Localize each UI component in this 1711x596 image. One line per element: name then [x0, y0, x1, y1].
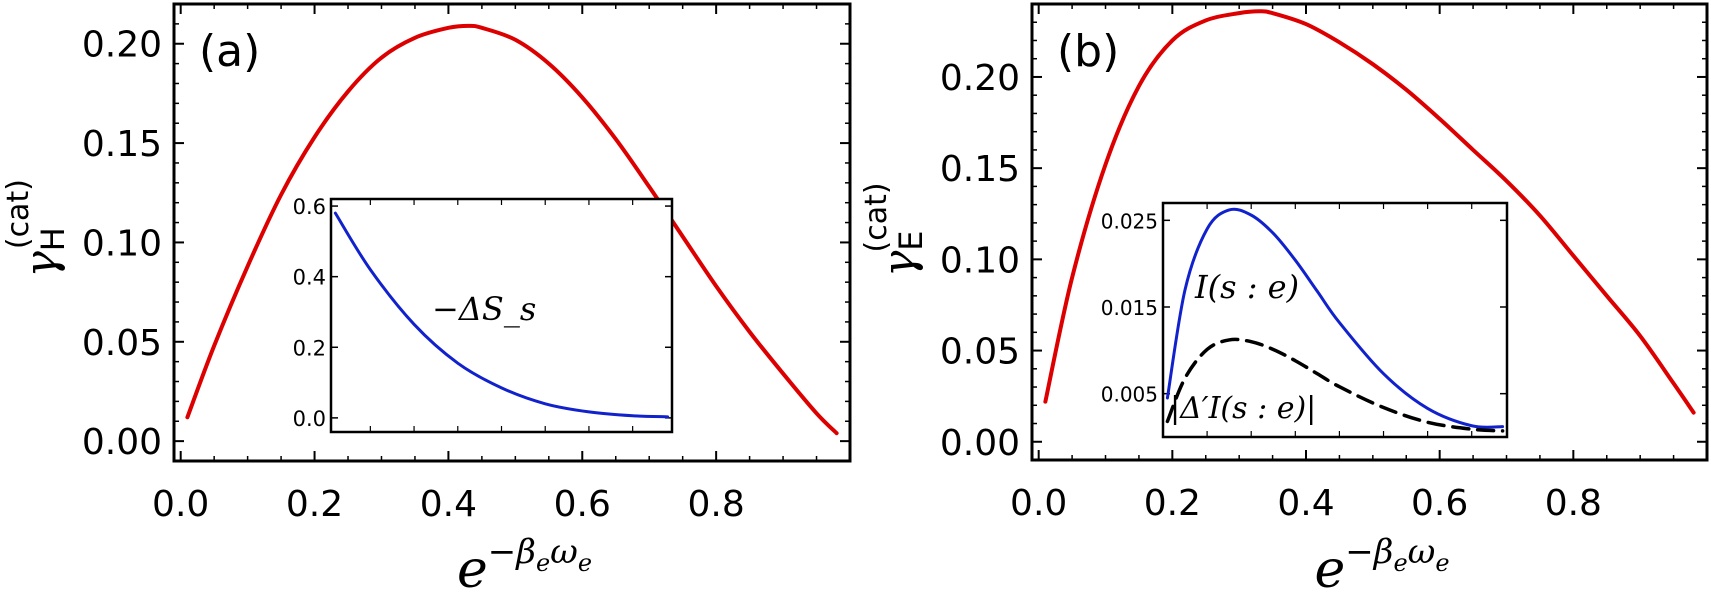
inset-annotation-delta-info: |Δ′I(s : e)| [1170, 391, 1316, 426]
plot-frame [1030, 2, 1709, 462]
x-tick-label: 0.0 [1010, 483, 1067, 524]
inset-series-line [1165, 207, 1505, 429]
x-tick-label: 0.0 [152, 484, 209, 525]
y-tick-label: 0.05 [82, 323, 162, 364]
y-axis-label: γE(cat) [859, 182, 930, 277]
inset-y-tick-label: 0.005 [1101, 383, 1158, 407]
panel-a: 0.0 0.2 0.4 0.6 0.8 0.00 0.05 0.10 0.15 0.20 (a) e−… [1, 2, 852, 596]
inset-frame [329, 197, 674, 434]
y-tick-label: 0.15 [82, 124, 162, 165]
x-tick-label: 0.4 [1277, 483, 1334, 524]
y-tick-label: 0.10 [940, 240, 1020, 281]
y-tick-label: 0.20 [940, 58, 1020, 99]
series-line [185, 23, 839, 436]
inset-annotation-mutual-info: I(s : e) [1194, 268, 1299, 306]
x-tick-label: 0.8 [688, 484, 745, 525]
panel-label: (b) [1057, 26, 1119, 77]
series-line [1043, 9, 1696, 415]
inset-frame [1161, 201, 1509, 439]
y-tick-label: 0.15 [940, 149, 1020, 190]
x-axis-label: e−βeωe [1315, 532, 1450, 596]
inset-y-tick-label: 0.015 [1101, 296, 1158, 320]
x-axis-label: e−βeωe [457, 532, 592, 596]
inset-y-tick-label: 0.0 [293, 407, 326, 431]
y-axis-label: γH(cat) [1, 179, 72, 277]
inset-series-line [1165, 337, 1505, 433]
inset-y-tick-label: 0.6 [293, 195, 326, 219]
x-tick-label: 0.6 [554, 484, 611, 525]
y-tick-label: 0.10 [82, 223, 162, 264]
x-tick-label: 0.4 [420, 484, 477, 525]
panel-label: (a) [199, 26, 260, 77]
panel-b: 0.0 0.2 0.4 0.6 0.8 0.00 0.05 0.10 0.15 0.20 (b) e−… [859, 2, 1709, 596]
plot-frame [172, 2, 852, 463]
inset-series-line [333, 211, 670, 419]
x-tick-label: 0.2 [286, 484, 343, 525]
y-tick-label: 0.20 [82, 25, 162, 66]
y-tick-label: 0.00 [940, 423, 1020, 464]
y-tick-label: 0.00 [82, 422, 162, 463]
inset-annotation: −ΔS_s [432, 290, 536, 328]
y-tick-label: 0.05 [940, 332, 1020, 373]
x-tick-label: 0.2 [1144, 483, 1201, 524]
inset-y-tick-label: 0.025 [1101, 209, 1158, 233]
inset-y-tick-label: 0.4 [293, 266, 326, 290]
x-tick-label: 0.8 [1545, 483, 1602, 524]
inset-y-tick-label: 0.2 [293, 336, 326, 360]
x-tick-label: 0.6 [1411, 483, 1468, 524]
